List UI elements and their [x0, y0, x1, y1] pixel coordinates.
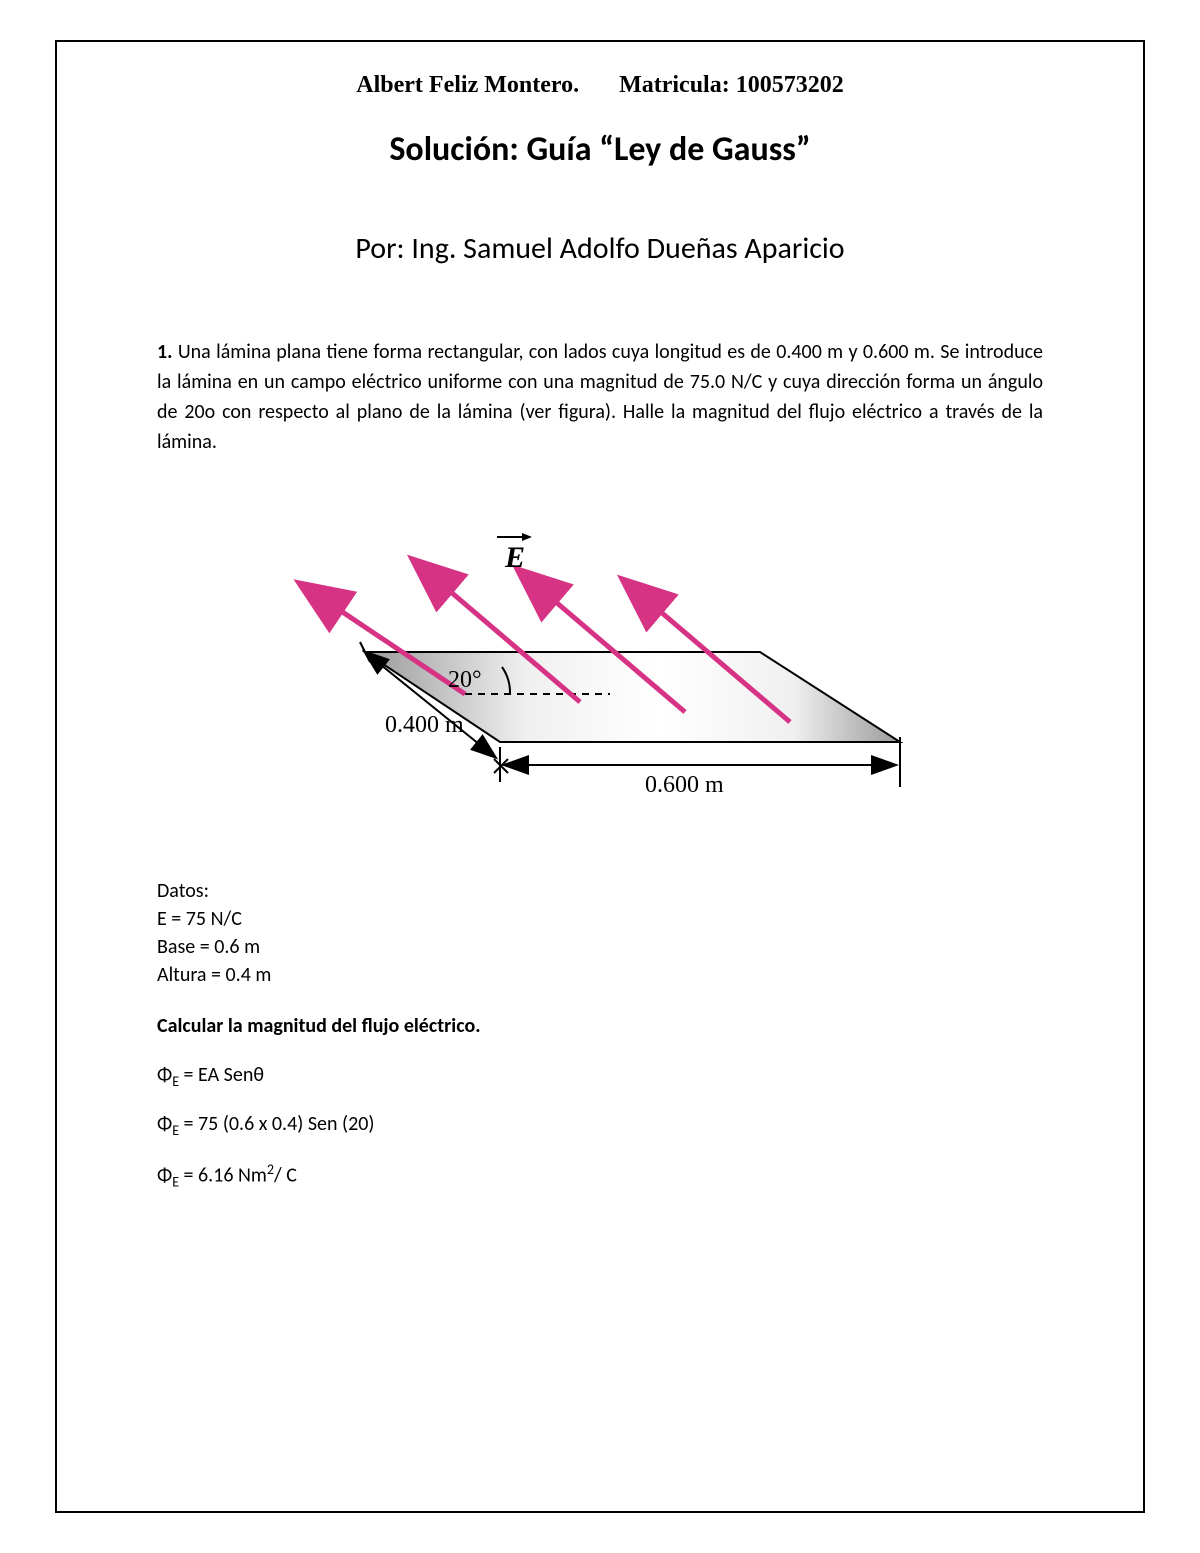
- eq3-phi: Φ: [157, 1164, 172, 1188]
- data-altura: Altura = 0.4 m: [157, 961, 1043, 989]
- eq3-mid: = 6.16 Nm: [179, 1164, 267, 1188]
- eq3-post: / C: [274, 1164, 297, 1188]
- eq2-rest: = 75 (0.6 x 0.4) Sen (20): [179, 1112, 374, 1136]
- problem-number: 1.: [157, 340, 172, 364]
- data-section: Datos: E = 75 N/C Base = 0.6 m Altura = …: [157, 877, 1043, 989]
- calc-heading: Calcular la magnitud del flujo eléctrico…: [157, 1014, 1043, 1038]
- equation-1: ΦE = EA Senθ: [157, 1063, 1043, 1090]
- dim-label-0600: 0.600 m: [645, 772, 724, 798]
- eq1-phi: Φ: [157, 1063, 172, 1087]
- eq2-sub: E: [172, 1122, 179, 1139]
- student-name: Albert Feliz Montero.: [356, 72, 579, 98]
- author-name: Ing. Samuel Adolfo Dueñas Aparicio: [411, 230, 844, 267]
- problem-statement: 1. Una lámina plana tiene forma rectangu…: [157, 337, 1043, 457]
- efield-label: E: [504, 541, 525, 574]
- equation-3: ΦE = 6.16 Nm2/ C: [157, 1161, 1043, 1191]
- eq3-sub: E: [172, 1174, 179, 1191]
- angle-label: 20°: [448, 667, 482, 693]
- author-line: Por: Ing. Samuel Adolfo Dueñas Aparicio: [157, 230, 1043, 267]
- eq3-sup: 2: [267, 1161, 274, 1178]
- eq1-rest: = EA Senθ: [179, 1063, 264, 1087]
- efield-vector-arrowhead: [522, 533, 532, 541]
- problem-text: Una lámina plana tiene forma rectangular…: [157, 340, 1043, 454]
- eq1-sub: E: [172, 1073, 179, 1090]
- matricula-value: 100573202: [736, 72, 844, 98]
- figure-container: E 20° 0.400 m 0.600 m: [157, 507, 1043, 837]
- matricula-label: Matricula:: [619, 72, 730, 98]
- eq2-phi: Φ: [157, 1112, 172, 1136]
- dim-label-0400: 0.400 m: [385, 712, 464, 738]
- page-border: Albert Feliz Montero. Matricula: 1005732…: [55, 40, 1145, 1513]
- equation-2: ΦE = 75 (0.6 x 0.4) Sen (20): [157, 1112, 1043, 1139]
- document-title: Solución: Guía “Ley de Gauss”: [157, 129, 1043, 170]
- author-prefix: Por:: [355, 230, 404, 267]
- page: Albert Feliz Montero. Matricula: 1005732…: [0, 0, 1200, 1553]
- physics-figure: E 20° 0.400 m 0.600 m: [290, 507, 910, 837]
- data-e: E = 75 N/C: [157, 905, 1043, 933]
- data-base: Base = 0.6 m: [157, 933, 1043, 961]
- student-header: Albert Feliz Montero. Matricula: 1005732…: [157, 72, 1043, 99]
- data-heading: Datos:: [157, 877, 1043, 905]
